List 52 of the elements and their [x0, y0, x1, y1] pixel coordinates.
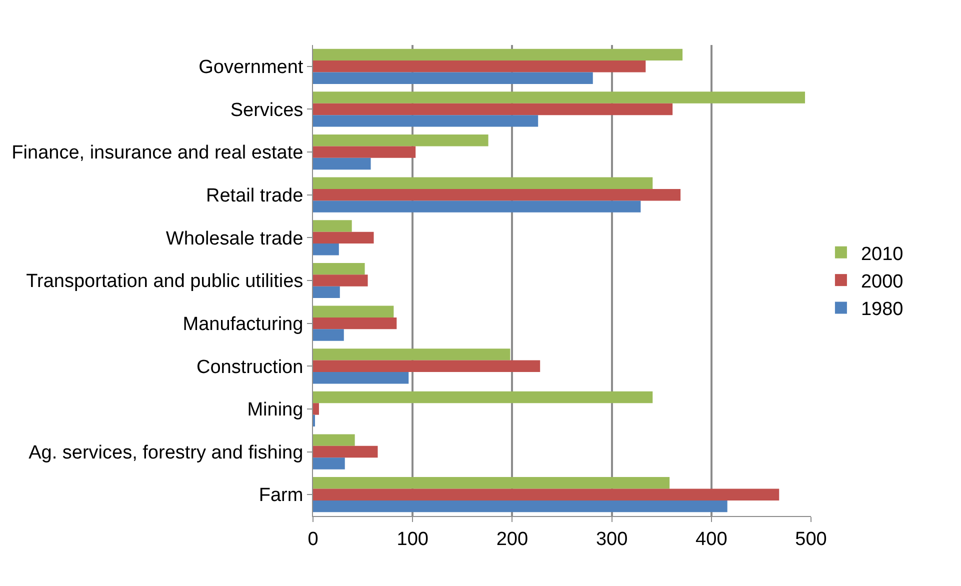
bar: [313, 317, 397, 330]
bar: [313, 360, 540, 372]
bar: [313, 458, 345, 470]
bar: [313, 500, 728, 512]
bar: [313, 134, 488, 146]
y-tick-label: Retail trade: [206, 186, 304, 207]
bar: [313, 72, 593, 84]
bar: [313, 446, 378, 458]
bar: [313, 232, 374, 244]
x-tick-label: 100: [396, 528, 428, 550]
bar: [313, 477, 670, 489]
bar: [313, 200, 641, 212]
bar: [313, 92, 806, 104]
legend-label: 1980: [860, 299, 904, 320]
bar: [313, 177, 653, 190]
bar: [313, 220, 352, 232]
bar: [313, 403, 319, 415]
x-tick-label: 500: [795, 528, 827, 550]
bar: [313, 372, 409, 384]
bar: [313, 189, 681, 201]
bar: [313, 306, 394, 318]
bar: [313, 244, 339, 256]
bar: [313, 48, 683, 61]
bar: [313, 348, 510, 360]
bar: [313, 262, 365, 275]
bar: [313, 158, 371, 170]
bar: [313, 488, 780, 500]
x-tick-label: 0: [308, 528, 318, 550]
bar: [313, 115, 538, 127]
bar: [313, 434, 355, 446]
y-tick-label: Manufacturing: [182, 314, 304, 335]
y-tick-label: Government: [198, 57, 304, 78]
bar: [313, 274, 368, 286]
y-tick-label: Finance, insurance and real estate: [12, 142, 304, 164]
bar: [313, 391, 653, 404]
bar: [313, 60, 646, 72]
y-tick-label: Ag. services, forestry and fishing: [28, 442, 304, 464]
bar: [313, 146, 416, 158]
x-tick-label: 200: [496, 528, 528, 550]
x-tick-label: 400: [696, 528, 728, 550]
y-tick-label: Services: [230, 100, 304, 121]
legend-label: 2010: [860, 244, 904, 265]
y-tick-label: Mining: [247, 400, 304, 421]
y-tick-label: Farm: [258, 485, 304, 506]
bar: [313, 103, 673, 116]
bar: [313, 286, 340, 298]
x-tick-label: 300: [596, 528, 628, 550]
y-tick-label: Construction: [196, 356, 304, 378]
y-tick-label: Transportation and public utilities: [26, 271, 304, 292]
y-tick-label: Wholesale trade: [166, 228, 304, 250]
legend-label: 2000: [860, 271, 904, 292]
bar: [313, 329, 344, 341]
